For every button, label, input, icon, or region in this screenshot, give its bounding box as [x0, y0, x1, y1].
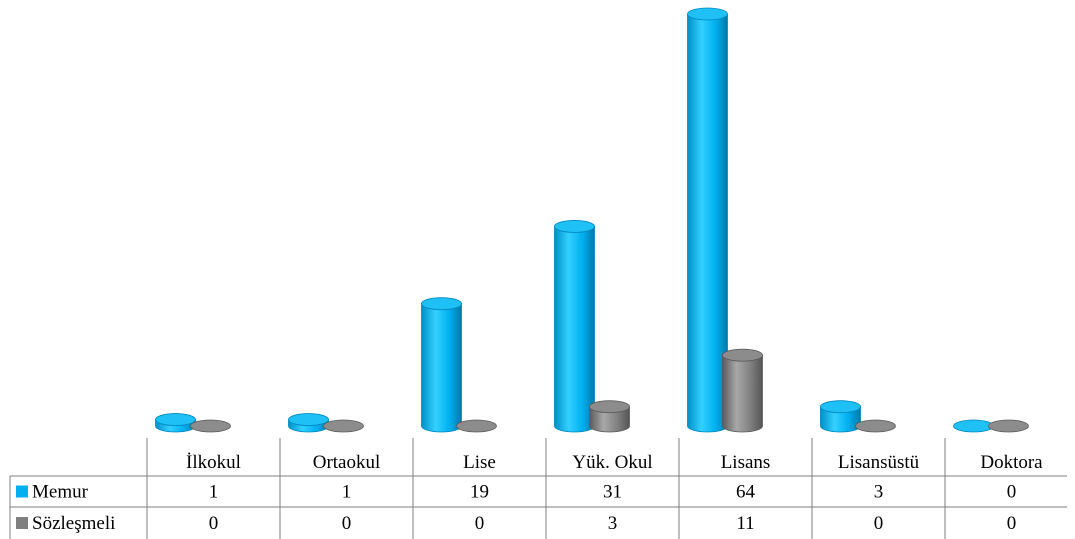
legend-key-memur [16, 485, 28, 498]
data-label: 64 [736, 482, 756, 503]
data-label: 0 [209, 513, 219, 534]
legend-key-sozlesmeli [16, 517, 28, 529]
data-label: 1 [209, 482, 219, 503]
legend-label: Sözleşmeli [32, 513, 115, 534]
category-label: İlkokul [186, 452, 241, 473]
bar-memur-1 [155, 413, 196, 433]
data-label: 0 [475, 513, 485, 534]
data-label: 0 [342, 513, 352, 534]
data-label: 19 [470, 482, 489, 503]
data-label: 0 [874, 513, 884, 534]
data-label: 1 [342, 482, 352, 503]
bar-sozlesmeli-3 [456, 419, 497, 433]
data-table: İlkokul Ortaokul Lise Yük. Okul Lisans Lisans… [9, 438, 1067, 539]
bar-sozlesmeli-5 [722, 348, 763, 433]
bar-sozlesmeli-1 [190, 419, 231, 433]
bar-sozlesmeli-2 [323, 419, 364, 433]
category-label: Doktora [980, 452, 1043, 473]
bar-memur-4 [554, 220, 595, 433]
bar-memur-5 [687, 7, 728, 433]
data-label: 0 [1007, 482, 1017, 503]
data-label: 0 [1007, 513, 1017, 534]
bar-sozlesmeli-7 [988, 419, 1029, 433]
data-label: 31 [603, 482, 622, 503]
category-label: Lise [463, 452, 496, 473]
data-label: 3 [874, 482, 884, 503]
category-label: Ortaokul [313, 452, 381, 473]
bars-layer [155, 7, 1029, 433]
bar-memur-7 [953, 419, 994, 433]
bar-sozlesmeli-4 [589, 400, 630, 433]
category-label: Lisans [721, 452, 771, 473]
bar-memur-2 [288, 413, 329, 433]
category-label: Lisansüstü [838, 452, 920, 473]
legend-label: Memur [32, 482, 89, 503]
bar-sozlesmeli-6 [855, 419, 896, 433]
data-label: 11 [736, 513, 754, 534]
bar-memur-6 [820, 400, 861, 433]
bar-memur-3 [421, 297, 462, 433]
category-label: Yük. Okul [572, 452, 652, 473]
data-label: 3 [608, 513, 618, 534]
